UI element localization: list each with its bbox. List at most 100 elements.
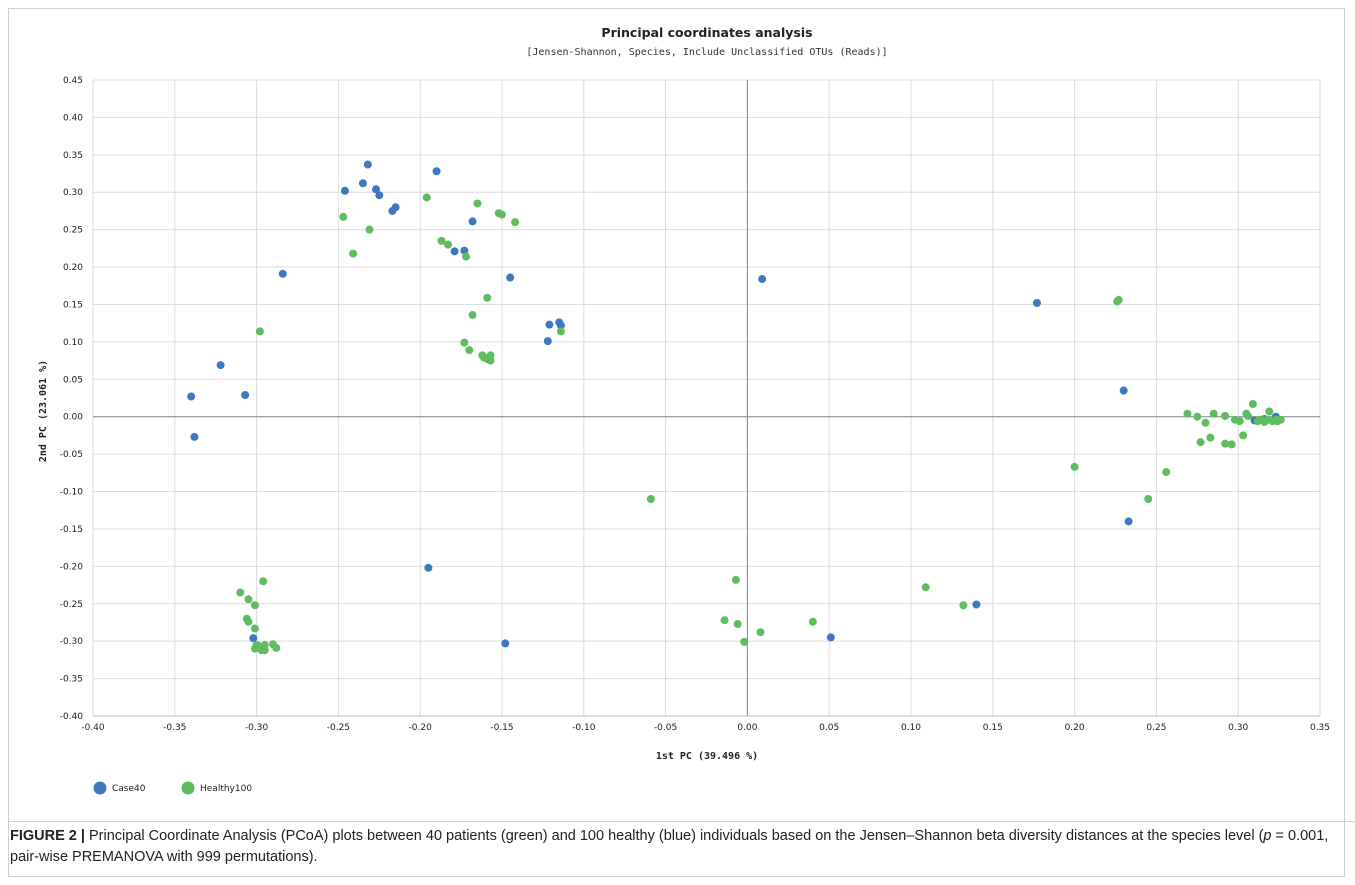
x-tick-label: 0.00 (737, 723, 757, 733)
point-healthy100 (1201, 418, 1210, 427)
point-healthy100 (250, 601, 259, 610)
point-healthy100 (250, 624, 259, 633)
y-tick-label: -0.05 (60, 450, 83, 460)
point-healthy100 (1162, 468, 1171, 477)
legend-label-healthy100: Healthy100 (200, 784, 252, 794)
x-axis-title: 1st PC (39.496 %) (656, 751, 758, 762)
point-case40 (278, 269, 287, 278)
pcoa-scatter-plot: -0.40 -0.35 -0.30 -0.25 -0.20 -0.15 -0.10 -0.05… (38, 25, 1330, 795)
point-healthy100 (460, 338, 469, 347)
point-healthy100 (1235, 417, 1244, 426)
point-case40 (460, 246, 469, 255)
point-healthy100 (1144, 495, 1153, 504)
y-tick-label: -0.35 (60, 675, 83, 685)
point-case40 (826, 633, 835, 642)
point-healthy100 (259, 577, 268, 586)
point-healthy100 (808, 617, 817, 626)
point-case40 (501, 639, 510, 648)
point-healthy100 (498, 210, 506, 219)
point-healthy100 (959, 601, 968, 610)
legend-label-case40: Case40 (112, 784, 146, 794)
point-healthy100 (731, 575, 740, 584)
point-healthy100 (255, 327, 264, 336)
point-healthy100 (486, 351, 495, 360)
legend-swatch-case40 (93, 781, 107, 795)
y-tick-label: 0.35 (63, 151, 83, 161)
y-tick-label: -0.40 (60, 712, 84, 722)
caption-divider (9, 821, 1354, 822)
figure-caption: FIGURE 2 | Principal Coordinate Analysis… (10, 826, 1340, 868)
point-healthy100 (740, 637, 749, 646)
point-healthy100 (339, 212, 348, 221)
chart-title: Principal coordinates analysis (601, 25, 812, 40)
y-tick-label: 0.20 (63, 263, 83, 273)
legend-swatch-healthy100 (181, 781, 195, 795)
point-case40 (372, 185, 381, 194)
point-healthy100 (365, 225, 374, 234)
point-case40 (1124, 517, 1133, 526)
y-tick-label: -0.20 (60, 562, 84, 572)
point-case40 (216, 361, 225, 370)
point-case40 (187, 392, 196, 401)
point-healthy100 (511, 218, 520, 227)
figure-frame: -0.40 -0.35 -0.30 -0.25 -0.20 -0.15 -0.10 -0.05… (8, 8, 1354, 877)
point-healthy100 (462, 252, 471, 261)
chart-subtitle: [Jensen-Shannon, Species, Include Unclas… (526, 47, 887, 58)
point-healthy100 (1244, 411, 1253, 420)
x-tick-label: -0.15 (490, 723, 513, 733)
point-case40 (190, 432, 199, 441)
tick-labels: -0.40 -0.35 -0.30 -0.25 -0.20 -0.15 -0.10 -0.05… (60, 76, 1330, 733)
point-healthy100 (349, 249, 358, 258)
point-healthy100 (1227, 440, 1236, 449)
point-case40 (468, 217, 477, 226)
point-healthy100 (1196, 438, 1205, 447)
point-case40 (450, 247, 459, 256)
point-healthy100 (1221, 439, 1230, 448)
y-tick-label: -0.15 (60, 525, 83, 535)
point-healthy100 (1276, 415, 1285, 424)
point-healthy100 (252, 640, 261, 649)
y-tick-label: -0.25 (60, 600, 83, 610)
point-healthy100 (720, 616, 729, 625)
point-healthy100 (244, 617, 253, 626)
point-case40 (363, 160, 372, 169)
point-healthy100 (473, 199, 482, 208)
point-healthy100 (733, 619, 742, 628)
point-case40 (972, 600, 981, 609)
x-tick-label: -0.20 (409, 723, 433, 733)
point-healthy100 (1209, 409, 1218, 418)
point-healthy100 (244, 595, 253, 604)
data-points (187, 160, 1285, 655)
point-healthy100 (1183, 409, 1192, 418)
x-tick-label: 0.30 (1228, 723, 1248, 733)
point-case40 (545, 320, 554, 329)
point-case40 (1119, 386, 1128, 395)
caption-p-symbol: p (1263, 828, 1272, 844)
y-tick-label: 0.05 (63, 375, 83, 385)
y-tick-label: 0.15 (63, 300, 83, 310)
point-case40 (1032, 298, 1041, 307)
x-tick-label: -0.30 (245, 723, 269, 733)
x-tick-label: 0.25 (1146, 723, 1166, 733)
point-healthy100 (465, 346, 474, 355)
point-case40 (358, 179, 367, 188)
y-axis-title: 2nd PC (23.061 %) (38, 360, 49, 462)
point-healthy100 (1114, 295, 1123, 304)
point-case40 (375, 191, 384, 200)
y-tick-label: 0.25 (63, 226, 83, 236)
axes (93, 80, 1320, 717)
point-case40 (432, 167, 441, 176)
x-tick-label: -0.35 (163, 723, 186, 733)
point-case40 (249, 634, 258, 643)
point-case40 (424, 563, 433, 572)
x-tick-label: 0.15 (983, 723, 1003, 733)
point-healthy100 (1206, 433, 1215, 442)
y-tick-label: 0.40 (63, 113, 83, 123)
point-healthy100 (1239, 431, 1248, 440)
y-tick-label: 0.30 (63, 188, 83, 198)
point-healthy100 (1248, 399, 1257, 408)
caption-text-1: Principal Coordinate Analysis (PCoA) plo… (89, 828, 1264, 844)
point-case40 (340, 186, 349, 195)
point-healthy100 (437, 236, 446, 245)
point-healthy100 (422, 193, 431, 202)
